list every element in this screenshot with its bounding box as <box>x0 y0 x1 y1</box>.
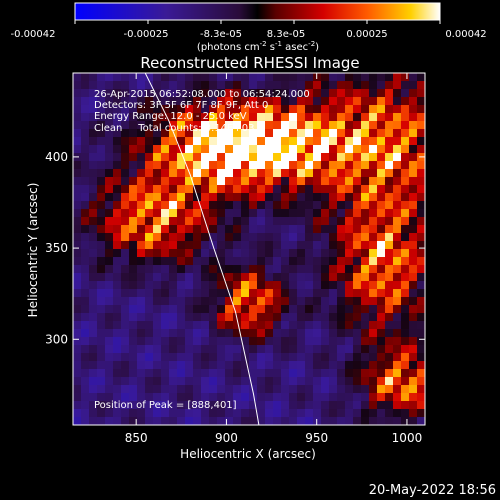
colorbar-tick-label: 8.3e-05 <box>267 29 305 40</box>
chart-title: Reconstructed RHESSI Image <box>140 54 359 72</box>
annotation-detectors: Detectors: 3F 5F 6F 7F 8F 9F, Att 0 <box>94 100 268 111</box>
colorbar: -0.00042 -0.00025 -8.3e-05 8.3e-05 0.000… <box>11 2 487 53</box>
colorbar-tick-label: -0.00042 <box>11 29 56 40</box>
x-tick-label: 1000 <box>392 431 423 445</box>
x-tick-label: 850 <box>125 431 148 445</box>
annotation-time-range: 26-Apr-2015 06:52:08.000 to 06:54:24.000 <box>94 89 310 100</box>
colorbar-tick-label: -8.3e-05 <box>200 29 242 40</box>
x-tick-label: 900 <box>215 431 238 445</box>
footer-date: 20-May-2022 18:56 <box>369 483 496 498</box>
x-tick-label: 950 <box>305 431 328 445</box>
solar-limb-line <box>144 73 260 425</box>
heatmap-image <box>73 73 425 425</box>
x-axis: 850 900 950 1000 <box>125 73 422 445</box>
annotation-energy-range: Energy Range: 12.0 - 25.0 keV <box>94 111 247 122</box>
y-tick-label: 300 <box>45 332 68 346</box>
colorbar-tick-label: -0.00025 <box>124 29 169 40</box>
plot-frame <box>72 72 426 426</box>
colorbar-ticks <box>74 20 441 24</box>
colorbar-gradient <box>74 2 441 21</box>
colorbar-unit-label: (photons cm-2 s-1 asec-2) <box>197 40 319 53</box>
y-tick-label: 400 <box>45 150 68 164</box>
colorbar-tick-label: 0.00042 <box>445 29 486 40</box>
annotation-clean-counts: Clean Total counts: 3.14E+03 <box>94 123 254 134</box>
x-axis-label: Heliocentric X (arcsec) <box>180 447 316 461</box>
peak-position-label: Position of Peak = [888,401] <box>94 400 237 411</box>
annotation-block: 26-Apr-2015 06:52:08.000 to 06:54:24.000… <box>94 89 310 134</box>
y-axis: 300 350 400 <box>45 150 425 346</box>
colorbar-tick-label: 0.00025 <box>346 29 387 40</box>
y-tick-label: 350 <box>45 241 68 255</box>
y-axis-label: Heliocentric Y (arcsec) <box>26 183 40 318</box>
